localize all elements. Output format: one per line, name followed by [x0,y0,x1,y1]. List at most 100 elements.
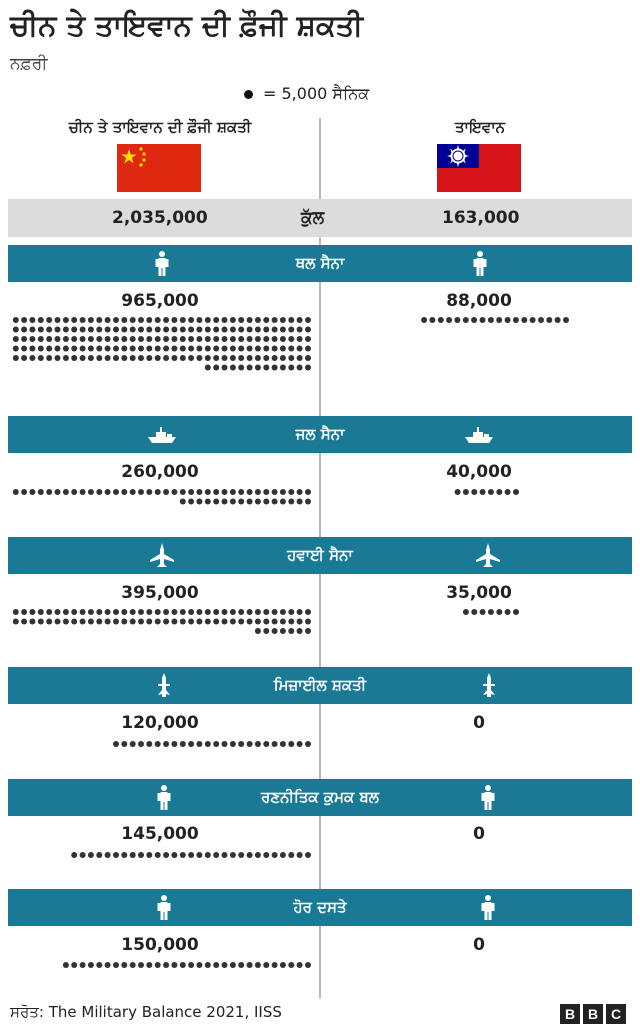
bbc-logo-letter: C [606,1004,626,1024]
china-soldier-dot [246,852,253,858]
china-soldier-dot [79,326,86,333]
china-soldier-dot [179,852,186,858]
china-soldier-dot [79,489,86,495]
china-soldier-dot [87,609,94,615]
taiwan-soldier-dot [462,489,469,495]
china-soldier-dot [29,489,36,495]
china-soldier-dot [163,962,170,968]
china-soldier-dot [263,326,270,333]
band-label-other-forces: ਹੋਰ ਦਸਤੇ [293,898,347,916]
china-soldier-dot [263,317,270,323]
china-soldier-dot [238,317,245,323]
china-soldier-dot [154,741,161,747]
taiwan-soldier-dot [454,489,461,495]
taiwan-total-value: 163,000 [442,208,520,228]
china-soldier-dot [46,336,53,342]
china-soldier-dot [71,489,78,495]
china-soldier-dot [79,609,86,615]
china-soldier-dot [121,355,128,361]
china-soldier-dot [21,489,28,495]
china-soldier-dot [21,317,28,323]
china-soldier-dot [263,364,270,371]
china-soldier-dot [188,741,195,747]
china-soldier-dot [129,317,136,323]
china-soldier-dot [71,326,78,333]
china-soldier-dot [254,345,261,352]
taiwan-soldier-dot [487,317,494,323]
taiwan-value-strategic-support: 0 [473,824,485,844]
china-soldier-dot [204,962,211,968]
china-soldier-dot [171,852,178,858]
china-soldier-dot [238,326,245,333]
china-soldier-dot [121,326,128,333]
bbc-logo: B B C [560,1004,626,1024]
china-soldier-dot [138,336,144,342]
china-soldier-dot [96,317,103,323]
china-soldier-dot [113,962,119,968]
china-soldier-dot [71,852,78,858]
china-soldier-dot [229,489,236,495]
china-soldier-dot [213,618,220,625]
china-value-missile: 120,000 [121,713,199,733]
china-soldier-dot [188,962,195,968]
china-soldier-dot [288,364,295,371]
china-soldier-dot [104,852,111,858]
taiwan-soldier-dot [471,609,478,615]
china-soldier-dot [121,741,128,747]
china-soldier-dot [87,336,94,342]
china-soldier-dot [238,618,245,625]
china-soldier-dot [104,317,111,323]
china-soldier-dot [96,355,103,361]
china-soldier-dot [62,345,69,352]
china-soldier-dot [29,609,36,615]
china-soldier-dot [196,852,203,858]
china-soldier-dot [288,609,295,615]
china-soldier-dot [113,489,119,495]
china-soldier-dot [288,489,295,495]
china-soldier-dot [37,489,44,495]
china-soldier-dot [296,962,303,968]
china-soldier-dot [254,628,261,634]
china-soldier-dot [271,355,278,361]
china-total-value: 2,035,000 [112,208,208,228]
china-soldier-dot [146,609,153,615]
china-soldier-dot [188,336,195,342]
china-soldier-dot [221,336,228,342]
china-soldier-dot [37,317,44,323]
soldier-icon [481,785,495,810]
china-soldier-dot [288,852,295,858]
china-soldier-dot [37,336,44,342]
china-soldier-dot [271,336,278,342]
taiwan-soldier-dot [487,609,494,615]
china-soldier-dot [171,355,178,361]
legend: = 5,000 ਸੈਨਿਕ [244,82,369,106]
china-soldier-dot [271,317,278,323]
china-soldier-dot [271,364,278,371]
taiwan-soldier-dot [496,317,503,323]
china-soldier-dot [138,962,144,968]
china-soldier-dot [179,336,186,342]
china-soldier-dot [213,355,220,361]
china-soldier-dot [163,345,170,352]
china-soldier-dot [121,317,128,323]
china-soldier-dot [179,489,186,495]
china-soldier-dot [138,326,144,333]
china-soldier-dot [279,609,286,615]
band-missile: ਮਿਜ਼ਾਈਲ ਸ਼ਕਤੀ [8,667,632,704]
china-soldier-dot [238,609,245,615]
china-soldier-dot [271,741,278,747]
missile-icon [158,673,170,697]
china-soldier-dot [12,355,19,361]
bbc-logo-letter: B [560,1004,580,1024]
china-soldier-dot [296,336,303,342]
china-soldier-dot [21,345,28,352]
china-soldier-dot [246,489,253,495]
china-flag-icon [117,144,201,192]
jet-icon [476,543,500,567]
china-soldier-dot [62,355,69,361]
china-soldier-dot [279,355,286,361]
china-soldier-dot [129,741,136,747]
china-soldier-dot [221,741,228,747]
china-soldier-dot [204,489,211,495]
china-soldier-dot [46,317,53,323]
